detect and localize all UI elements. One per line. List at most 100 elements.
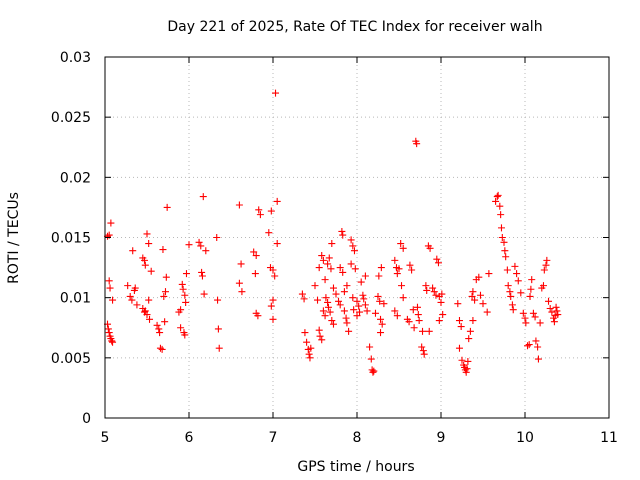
- data-point: [468, 292, 476, 300]
- data-point: [409, 306, 417, 314]
- data-point: [340, 307, 348, 315]
- x-tick-label: 9: [437, 430, 446, 446]
- data-point: [267, 302, 275, 310]
- data-point: [301, 329, 309, 337]
- data-point: [329, 284, 337, 292]
- data-point: [272, 89, 280, 97]
- data-point: [455, 317, 463, 325]
- data-point: [500, 238, 508, 246]
- data-point: [198, 268, 206, 276]
- data-point: [321, 276, 329, 284]
- data-point: [357, 278, 365, 286]
- data-point: [182, 298, 190, 306]
- data-points: [104, 89, 562, 376]
- data-point: [420, 350, 428, 358]
- data-point: [338, 227, 346, 235]
- data-point: [215, 344, 223, 352]
- data-point: [391, 256, 399, 264]
- data-point: [546, 304, 554, 312]
- data-point: [200, 290, 208, 298]
- data-point: [319, 307, 327, 315]
- data-point: [314, 296, 322, 304]
- data-point: [155, 325, 163, 333]
- data-point: [545, 297, 553, 305]
- data-point: [539, 282, 547, 290]
- data-point: [494, 191, 502, 199]
- data-point: [393, 270, 401, 278]
- data-point: [126, 292, 134, 300]
- data-point: [214, 296, 222, 304]
- data-point: [476, 291, 484, 299]
- x-axis-label: GPS time / hours: [297, 459, 414, 475]
- data-point: [370, 367, 378, 375]
- data-point: [359, 291, 367, 299]
- data-point: [419, 327, 427, 335]
- data-point: [525, 341, 533, 349]
- data-point: [319, 256, 327, 264]
- data-point: [328, 317, 336, 325]
- data-point: [129, 247, 137, 255]
- data-point: [378, 320, 386, 328]
- data-point: [160, 292, 168, 300]
- data-point: [406, 261, 414, 269]
- data-point: [273, 240, 281, 248]
- data-point: [311, 282, 319, 290]
- data-point: [145, 240, 153, 248]
- data-point: [506, 288, 514, 296]
- data-point: [353, 312, 361, 320]
- data-point: [316, 332, 324, 340]
- data-point: [377, 264, 385, 272]
- y-tick-label: 0.015: [51, 231, 91, 247]
- data-point: [554, 311, 562, 319]
- data-point: [336, 301, 344, 309]
- data-point: [133, 301, 141, 309]
- data-point: [321, 312, 329, 320]
- data-point: [251, 270, 259, 278]
- data-point: [131, 284, 139, 292]
- data-point: [415, 317, 423, 325]
- data-point: [503, 266, 511, 274]
- data-point: [347, 260, 355, 268]
- data-point: [339, 231, 347, 239]
- y-tick-label: 0: [82, 411, 91, 427]
- y-tick-label: 0.02: [60, 170, 91, 186]
- data-point: [369, 368, 377, 376]
- data-point: [465, 335, 473, 343]
- data-point: [363, 307, 371, 315]
- y-tick-labels: 0 0.005 0.01 0.015 0.02 0.025 0.03: [51, 50, 91, 427]
- data-point: [405, 318, 413, 326]
- data-point: [109, 296, 117, 304]
- data-point: [252, 252, 260, 260]
- data-point: [237, 260, 245, 268]
- data-point: [514, 277, 522, 285]
- data-point: [342, 314, 350, 322]
- data-point: [273, 197, 281, 205]
- data-point: [377, 329, 385, 337]
- data-point: [498, 234, 506, 241]
- data-point: [124, 282, 132, 290]
- data-point: [425, 327, 433, 335]
- data-point: [143, 311, 151, 319]
- data-point: [513, 270, 521, 278]
- data-point: [466, 327, 474, 335]
- data-point: [128, 296, 136, 304]
- data-point: [355, 302, 363, 310]
- data-point: [492, 197, 500, 205]
- data-point: [543, 256, 551, 264]
- data-point: [195, 238, 203, 246]
- data-point: [202, 247, 210, 255]
- data-point: [536, 319, 544, 327]
- y-axis-label: ROTI / TECUs: [6, 192, 22, 284]
- data-point: [454, 300, 462, 308]
- data-point: [336, 264, 344, 272]
- data-point: [534, 343, 542, 351]
- data-point: [178, 280, 186, 288]
- data-point: [181, 331, 189, 339]
- data-point: [423, 286, 431, 294]
- data-point: [300, 295, 308, 303]
- data-point: [507, 292, 515, 300]
- data-point: [324, 303, 332, 311]
- data-point: [437, 298, 445, 306]
- data-point: [350, 306, 358, 314]
- grid: [105, 57, 609, 418]
